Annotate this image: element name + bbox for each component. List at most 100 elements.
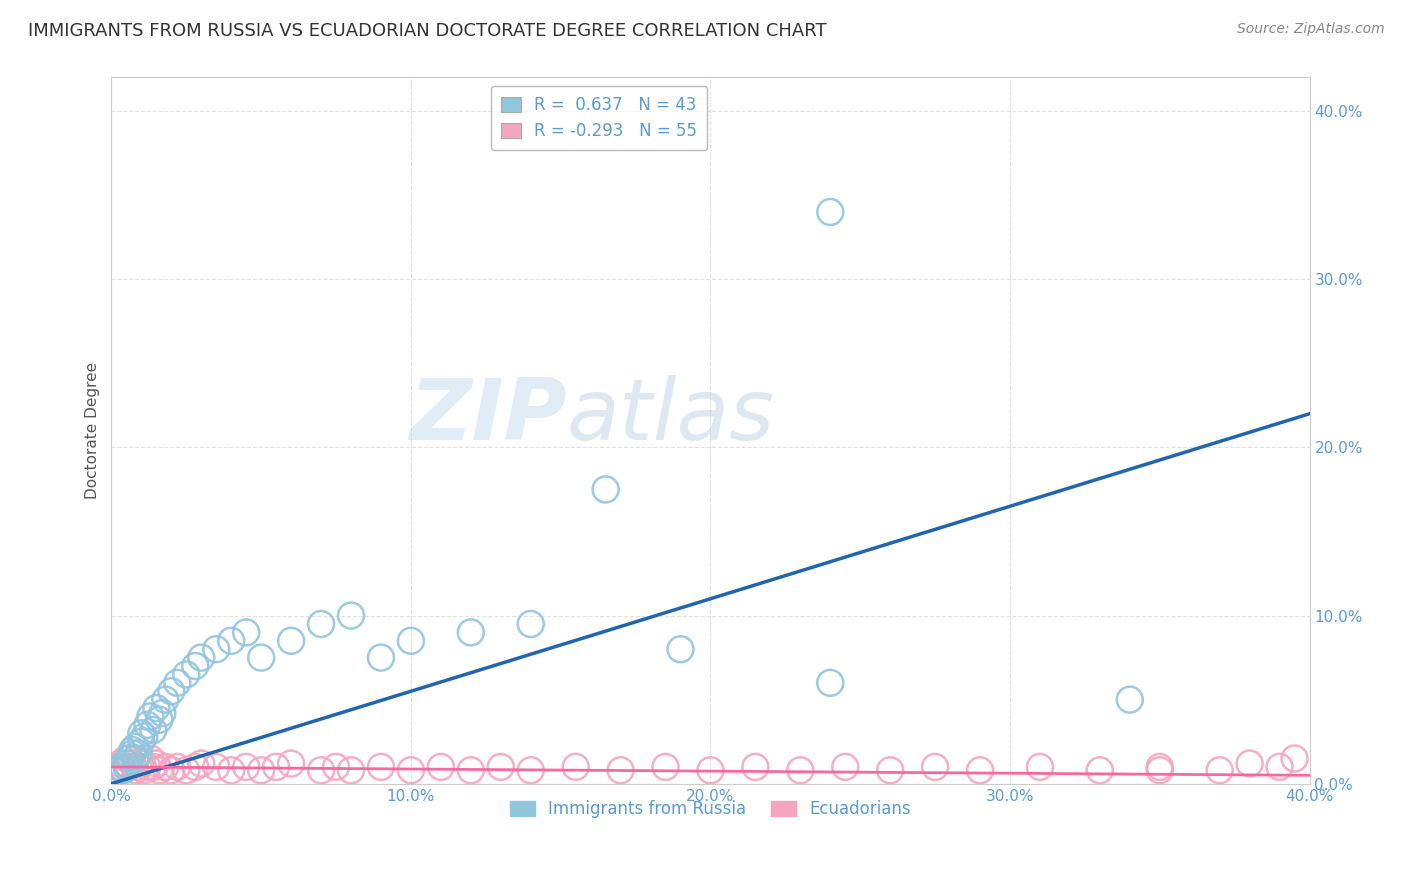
Point: [121, 756, 143, 771]
Point: [399, 764, 422, 778]
Point: [699, 764, 721, 778]
Point: [280, 633, 302, 648]
Point: [118, 760, 141, 774]
Legend: Immigrants from Russia, Ecuadorians: Immigrants from Russia, Ecuadorians: [503, 794, 918, 825]
Point: [205, 642, 228, 657]
Point: [160, 764, 183, 778]
Point: [519, 764, 541, 778]
Point: [107, 764, 129, 778]
Point: [1149, 764, 1171, 778]
Point: [118, 751, 141, 765]
Point: [370, 650, 392, 665]
Point: [430, 760, 453, 774]
Point: [280, 756, 302, 771]
Point: [205, 760, 228, 774]
Point: [103, 768, 125, 782]
Point: [139, 709, 162, 723]
Point: [112, 764, 135, 778]
Point: [110, 760, 132, 774]
Point: [155, 692, 177, 706]
Point: [609, 764, 631, 778]
Point: [124, 751, 146, 765]
Point: [1268, 760, 1291, 774]
Point: [107, 760, 129, 774]
Point: [148, 764, 170, 778]
Point: [264, 760, 287, 774]
Point: [1149, 760, 1171, 774]
Point: [145, 756, 167, 771]
Point: [124, 764, 146, 778]
Point: [370, 760, 392, 774]
Point: [879, 764, 901, 778]
Point: [969, 764, 991, 778]
Point: [184, 659, 207, 673]
Point: [1119, 692, 1142, 706]
Point: [142, 760, 165, 774]
Point: [399, 633, 422, 648]
Point: [145, 701, 167, 715]
Point: [340, 764, 363, 778]
Point: [820, 676, 842, 690]
Point: [789, 764, 811, 778]
Point: [519, 617, 541, 632]
Point: [134, 764, 156, 778]
Point: [564, 760, 586, 774]
Point: [235, 760, 257, 774]
Point: [174, 667, 197, 681]
Point: [142, 723, 165, 737]
Point: [131, 756, 153, 771]
Point: [219, 633, 242, 648]
Point: [744, 760, 766, 774]
Point: [127, 747, 149, 761]
Point: [235, 625, 257, 640]
Point: [489, 760, 512, 774]
Point: [669, 642, 692, 657]
Point: [1029, 760, 1052, 774]
Point: [103, 764, 125, 778]
Point: [190, 756, 212, 771]
Point: [834, 760, 856, 774]
Point: [150, 706, 173, 720]
Point: [174, 764, 197, 778]
Point: [250, 764, 273, 778]
Point: [190, 650, 212, 665]
Text: atlas: atlas: [567, 375, 775, 458]
Point: [184, 760, 207, 774]
Point: [139, 751, 162, 765]
Point: [1088, 764, 1111, 778]
Point: [115, 756, 138, 771]
Point: [219, 764, 242, 778]
Point: [127, 760, 149, 774]
Point: [160, 684, 183, 698]
Point: [110, 756, 132, 771]
Point: [121, 747, 143, 761]
Point: [124, 739, 146, 754]
Point: [131, 734, 153, 748]
Point: [134, 730, 156, 744]
Point: [166, 676, 188, 690]
Point: [309, 617, 332, 632]
Point: [595, 483, 617, 497]
Point: [309, 764, 332, 778]
Point: [654, 760, 676, 774]
Point: [115, 760, 138, 774]
Point: [340, 608, 363, 623]
Point: [460, 625, 482, 640]
Point: [121, 743, 143, 757]
Text: Source: ZipAtlas.com: Source: ZipAtlas.com: [1237, 22, 1385, 37]
Point: [115, 751, 138, 765]
Point: [820, 205, 842, 219]
Point: [136, 760, 159, 774]
Y-axis label: Doctorate Degree: Doctorate Degree: [86, 362, 100, 500]
Text: IMMIGRANTS FROM RUSSIA VS ECUADORIAN DOCTORATE DEGREE CORRELATION CHART: IMMIGRANTS FROM RUSSIA VS ECUADORIAN DOC…: [28, 22, 827, 40]
Point: [924, 760, 946, 774]
Point: [1239, 756, 1261, 771]
Point: [1284, 751, 1306, 765]
Text: ZIP: ZIP: [409, 375, 567, 458]
Point: [148, 713, 170, 727]
Point: [250, 650, 273, 665]
Point: [112, 764, 135, 778]
Point: [155, 760, 177, 774]
Point: [325, 760, 347, 774]
Point: [166, 760, 188, 774]
